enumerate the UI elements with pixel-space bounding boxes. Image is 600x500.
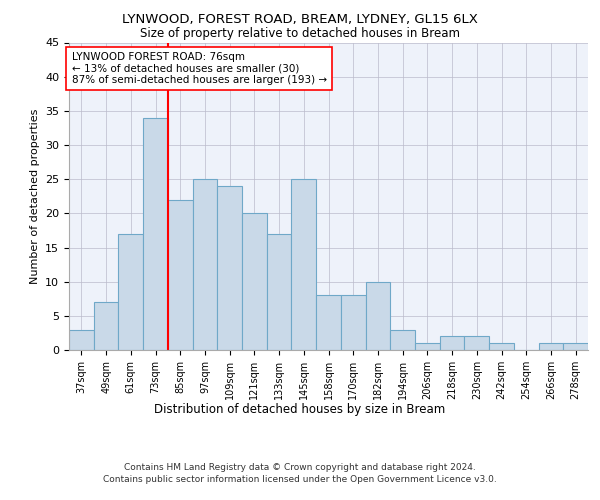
Bar [489,343,514,350]
Bar [539,343,563,350]
Bar [242,214,267,350]
Text: LYNWOOD FOREST ROAD: 76sqm
← 13% of detached houses are smaller (30)
87% of semi: LYNWOOD FOREST ROAD: 76sqm ← 13% of deta… [71,52,327,85]
Bar [69,330,94,350]
Bar [143,118,168,350]
Bar [118,234,143,350]
Bar [440,336,464,350]
Bar [168,200,193,350]
Bar [292,179,316,350]
Bar [365,282,390,350]
Bar [415,343,440,350]
Text: Distribution of detached houses by size in Bream: Distribution of detached houses by size … [154,402,446,415]
Y-axis label: Number of detached properties: Number of detached properties [29,108,40,284]
Bar [217,186,242,350]
Bar [193,179,217,350]
Bar [341,296,365,350]
Bar [267,234,292,350]
Bar [390,330,415,350]
Bar [563,343,588,350]
Text: Contains HM Land Registry data © Crown copyright and database right 2024.
Contai: Contains HM Land Registry data © Crown c… [103,462,497,484]
Bar [94,302,118,350]
Text: LYNWOOD, FOREST ROAD, BREAM, LYDNEY, GL15 6LX: LYNWOOD, FOREST ROAD, BREAM, LYDNEY, GL1… [122,12,478,26]
Bar [316,296,341,350]
Bar [464,336,489,350]
Text: Size of property relative to detached houses in Bream: Size of property relative to detached ho… [140,28,460,40]
